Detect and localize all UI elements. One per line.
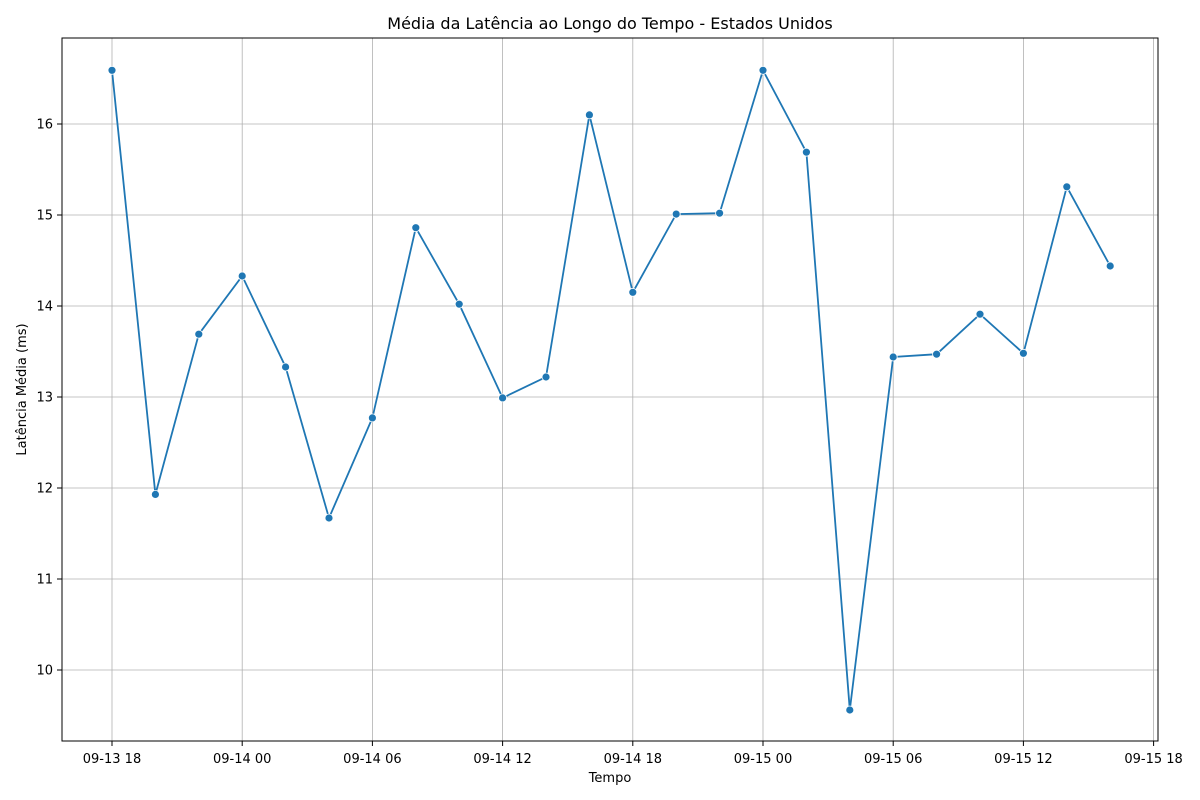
x-tick-label: 09-15 12	[994, 752, 1052, 767]
data-point	[715, 208, 724, 218]
x-tick-label: 09-15 06	[864, 752, 922, 767]
grid	[62, 38, 1158, 741]
series-line	[111, 67, 1111, 711]
y-tick-label: 12	[36, 482, 53, 497]
data-point	[671, 209, 681, 219]
y-tick-label: 11	[36, 573, 53, 588]
data-point	[194, 329, 204, 339]
chart-title: Média da Latência ao Longo do Tempo - Es…	[387, 14, 832, 33]
data-point	[411, 223, 421, 233]
y-tick-label: 10	[36, 664, 53, 679]
x-tick-label: 09-13 18	[83, 752, 141, 767]
data-point	[324, 513, 334, 523]
plot-frame	[61, 37, 1159, 742]
x-tick-label: 09-15 00	[734, 752, 792, 767]
data-point	[237, 271, 247, 281]
data-point	[845, 705, 855, 715]
x-tick-label: 09-14 00	[213, 752, 271, 767]
data-point	[281, 362, 291, 372]
data-point	[367, 413, 377, 423]
data-point	[802, 147, 811, 157]
y-tick-label: 16	[36, 118, 53, 133]
data-point	[454, 299, 464, 309]
data-point	[758, 65, 768, 75]
data-point	[975, 309, 985, 319]
x-tick-label: 09-14 18	[604, 752, 662, 767]
data-point	[1019, 348, 1028, 358]
y-tick-label: 14	[36, 300, 53, 315]
y-tick-label: 15	[36, 209, 53, 224]
y-axis-label: Latência Média (ms)	[15, 323, 30, 455]
data-point	[1062, 182, 1072, 192]
x-axis-label: Tempo	[588, 771, 632, 786]
data-point	[541, 372, 551, 382]
axis-ticks: 09-13 18 09-14 00 09-14 06 09-14 12 09-14 18…	[36, 118, 1182, 768]
data-point	[150, 489, 160, 499]
y-tick-label: 13	[36, 391, 53, 406]
data-point	[628, 287, 638, 297]
data-point	[498, 393, 508, 403]
data-point	[932, 349, 941, 359]
data-point	[585, 110, 594, 120]
series	[107, 65, 1115, 715]
x-tick-label: 09-15 18	[1124, 752, 1182, 767]
data-point	[1105, 261, 1115, 271]
x-tick-label: 09-14 06	[343, 752, 401, 767]
data-point	[107, 65, 117, 75]
x-tick-label: 09-14 12	[473, 752, 531, 767]
data-point	[888, 352, 898, 362]
